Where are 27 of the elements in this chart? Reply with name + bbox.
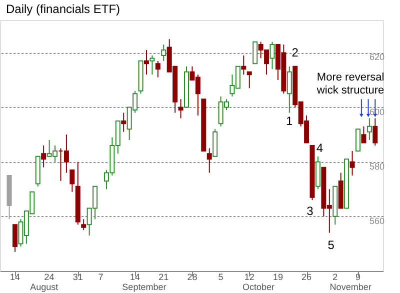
x-tick-label: 28 <box>187 272 198 282</box>
text: August <box>30 282 59 292</box>
annotation: More reversal wick structure <box>316 71 384 96</box>
text: October <box>242 282 275 292</box>
y-tick-label: 580 <box>370 161 385 172</box>
x-tick-label: 21 <box>158 272 169 282</box>
annotation: 1 <box>286 114 294 128</box>
x-tick-label: 14 <box>10 272 20 282</box>
x-tick-label: 2 <box>332 272 338 282</box>
x-tick-label: 24 <box>44 272 54 282</box>
x-tick-label: 9 <box>355 272 360 282</box>
x-tick-label: 26 <box>302 272 312 282</box>
x-tick-label: 7 <box>98 272 104 282</box>
y-tick-label: 620 <box>370 52 385 62</box>
annotation: 4 <box>316 141 324 156</box>
x-tick-label: 19 <box>272 272 283 282</box>
annotation: 3 <box>306 204 314 218</box>
x-tick-label: 14 <box>130 272 140 282</box>
y-tick-label: 560 <box>370 216 385 226</box>
annotation: 5 <box>328 238 335 252</box>
chart-title: Daily (financials ETF) <box>6 2 120 16</box>
x-tick-label: 5 <box>218 272 224 282</box>
text: November <box>330 282 372 292</box>
x-tick-label: 12 <box>244 272 254 282</box>
x-tick-label: 31 <box>72 272 83 282</box>
text: September <box>122 282 166 292</box>
annotation: 2 <box>292 46 299 60</box>
